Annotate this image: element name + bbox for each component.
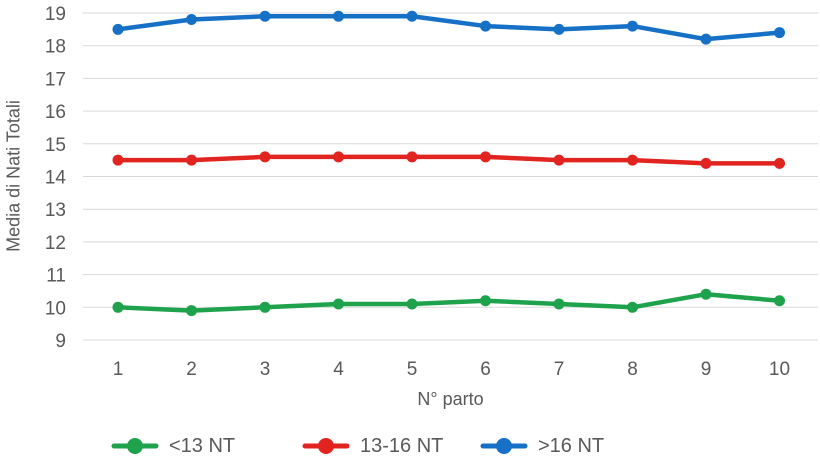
data-point-marker xyxy=(259,151,271,163)
legend-label: 13-16 NT xyxy=(360,434,444,457)
series-line xyxy=(115,154,782,166)
data-point-marker xyxy=(333,298,344,310)
y-tick-label: 12 xyxy=(45,233,66,254)
legend-line-marker-icon xyxy=(111,438,159,454)
y-tick-label: 11 xyxy=(46,266,66,287)
x-tick-label: 9 xyxy=(701,359,712,380)
data-point-marker xyxy=(333,10,344,22)
x-tick-label: 5 xyxy=(407,359,418,380)
x-tick-label: 7 xyxy=(554,359,565,380)
series-16-nt xyxy=(112,10,785,45)
data-point-marker xyxy=(774,295,785,307)
legend-label: >16 NT xyxy=(538,434,605,457)
data-point-marker xyxy=(186,305,197,317)
y-axis-title: Media di Nati Totali xyxy=(3,100,24,252)
x-tick-label: 10 xyxy=(769,359,790,380)
data-point-marker xyxy=(186,14,197,26)
series-13-16-nt xyxy=(112,151,785,169)
data-point-marker xyxy=(406,151,418,163)
data-point-marker xyxy=(333,151,344,163)
y-tick-label: 16 xyxy=(45,102,66,123)
legend-item-gt16-nt: >16 NT xyxy=(480,430,604,462)
data-point-marker xyxy=(112,23,124,35)
y-tick-label: 17 xyxy=(45,69,66,90)
data-point-marker xyxy=(112,301,124,313)
x-tick-label: 1 xyxy=(113,359,124,380)
y-tick-label: 14 xyxy=(45,168,67,189)
x-axis-title: N° parto xyxy=(417,389,484,409)
data-point-marker xyxy=(700,288,712,300)
data-point-marker xyxy=(700,33,712,45)
series-line xyxy=(115,291,782,313)
y-tick-label: 9 xyxy=(55,331,66,352)
data-point-marker xyxy=(627,154,638,166)
data-point-marker xyxy=(553,154,565,166)
x-tick-label: 8 xyxy=(627,359,638,380)
data-point-marker xyxy=(553,298,565,310)
data-point-marker xyxy=(700,157,712,169)
data-point-marker xyxy=(774,27,785,39)
data-point-marker xyxy=(112,154,124,166)
data-point-marker xyxy=(259,10,271,22)
y-tick-label: 15 xyxy=(45,135,66,156)
data-point-marker xyxy=(406,10,418,22)
legend-line-marker-icon xyxy=(480,438,528,454)
x-axis-tick-labels: 1 2 3 4 5 6 7 8 9 10 xyxy=(113,359,790,380)
y-tick-label: 10 xyxy=(45,298,66,319)
data-point-marker xyxy=(553,23,565,35)
y-tick-label: 13 xyxy=(45,200,66,221)
data-point-marker xyxy=(259,301,271,313)
gridlines xyxy=(83,12,818,341)
x-tick-label: 3 xyxy=(260,359,271,380)
data-point-marker xyxy=(627,301,638,313)
series-13-nt xyxy=(112,288,785,317)
data-point-marker xyxy=(480,151,491,163)
legend-label: <13 NT xyxy=(169,434,236,457)
data-point-marker xyxy=(627,20,638,32)
x-tick-label: 4 xyxy=(333,359,344,380)
x-tick-label: 2 xyxy=(186,359,197,380)
y-tick-label: 18 xyxy=(45,37,66,58)
legend-item-13-16-nt: 13-16 NT xyxy=(302,430,443,462)
data-point-marker xyxy=(186,154,197,166)
y-axis-tick-labels: 9 10 11 12 13 14 15 16 17 18 19 xyxy=(45,4,67,352)
series-line xyxy=(115,14,782,42)
data-point-marker xyxy=(480,295,491,307)
data-point-marker xyxy=(480,20,491,32)
x-tick-label: 6 xyxy=(480,359,491,380)
legend-item-lt13-nt: <13 NT xyxy=(111,430,235,462)
data-point-marker xyxy=(774,157,785,169)
y-tick-label: 19 xyxy=(45,4,66,25)
data-point-marker xyxy=(406,298,418,310)
legend-line-marker-icon xyxy=(302,438,350,454)
legend: <13 NT 13-16 NT >16 NT xyxy=(0,430,820,462)
